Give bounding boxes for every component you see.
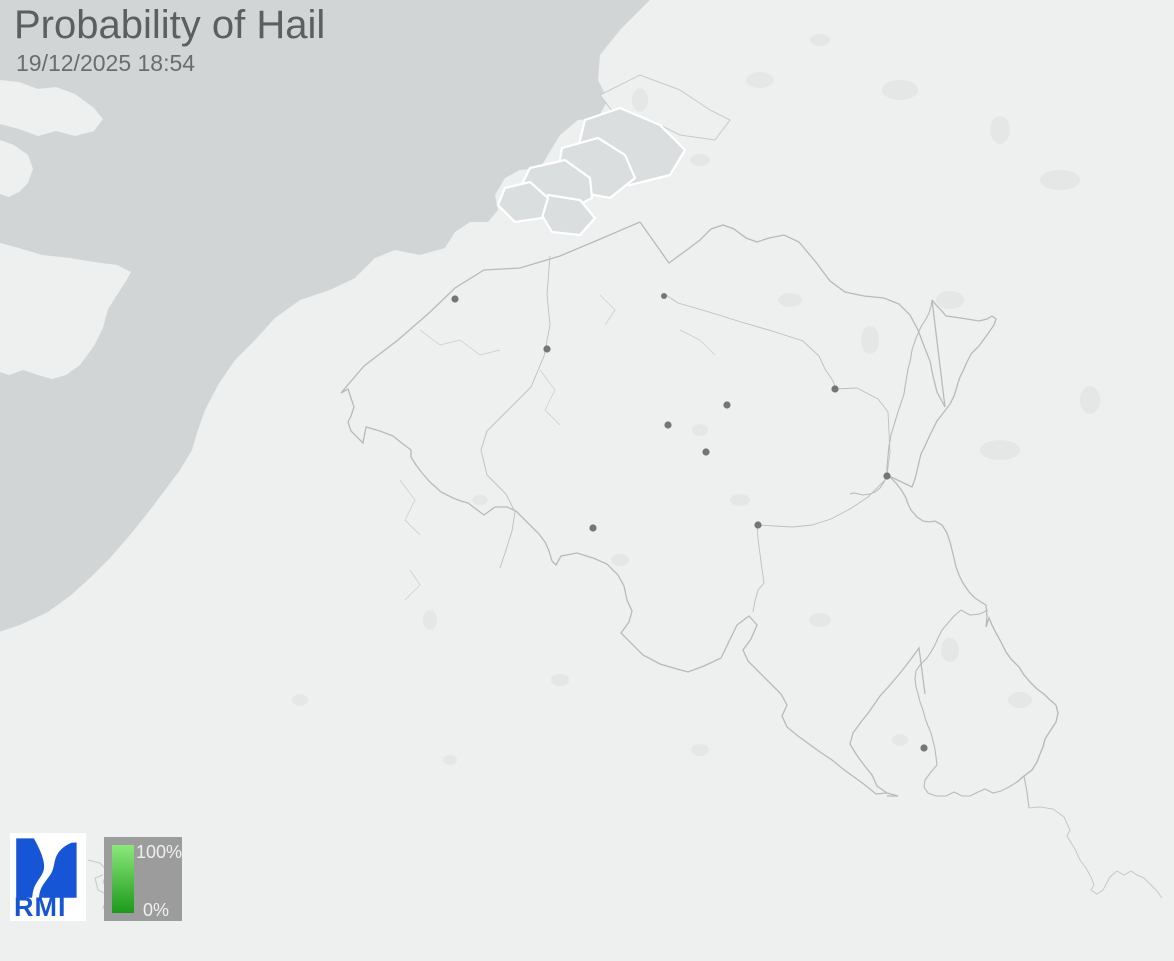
- svg-text:RMI: RMI: [14, 892, 67, 921]
